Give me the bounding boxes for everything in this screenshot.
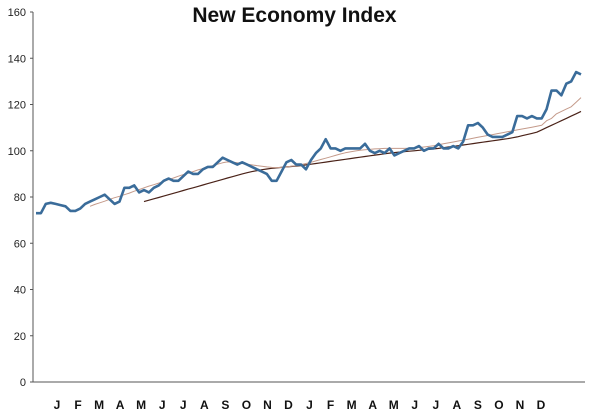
y-tick-label: 80 [14,192,26,204]
x-tick-label: S [474,398,482,412]
x-tick-label: J [411,398,418,412]
x-tick-label: M [389,398,399,412]
y-tick-label: 60 [14,238,26,250]
series-line-3 [143,110,582,203]
x-tick-label: F [74,398,81,412]
y-tick-label: 140 [8,53,26,65]
series-layer [36,70,582,215]
x-tick-label: J [306,398,313,412]
y-tick-label: 100 [8,146,26,158]
x-tick-label: M [136,398,146,412]
x-tick-label: J [159,398,166,412]
y-tick-label: 40 [14,285,26,297]
x-tick-label: A [368,398,377,412]
y-tick-label: 0 [20,377,26,389]
x-tick-label: N [516,398,525,412]
x-tick-label: A [116,398,125,412]
y-tick-labels: 0 20 40 60 80 100 120 140 160 [8,7,33,389]
x-tick-label: J [180,398,187,412]
x-tick-label: J [54,398,61,412]
x-tick-label: N [263,398,272,412]
y-tick-label: 120 [8,100,26,112]
x-tick-label: J [432,398,439,412]
x-tick-label: A [452,398,461,412]
x-tick-label: O [494,398,503,412]
y-tick-label: 20 [14,331,26,343]
x-tick-label: A [200,398,209,412]
series-line-2 [89,97,582,207]
chart-title: New Economy Index [192,4,397,27]
x-tick-label: S [221,398,229,412]
x-tick-label: M [347,398,357,412]
x-tick-label: D [284,398,293,412]
y-tick-label: 160 [8,7,26,19]
x-tick-label: M [94,398,104,412]
x-tick-label: F [327,398,334,412]
series-line-1 [36,70,582,215]
x-tick-label: D [537,398,546,412]
x-tick-label: O [242,398,251,412]
